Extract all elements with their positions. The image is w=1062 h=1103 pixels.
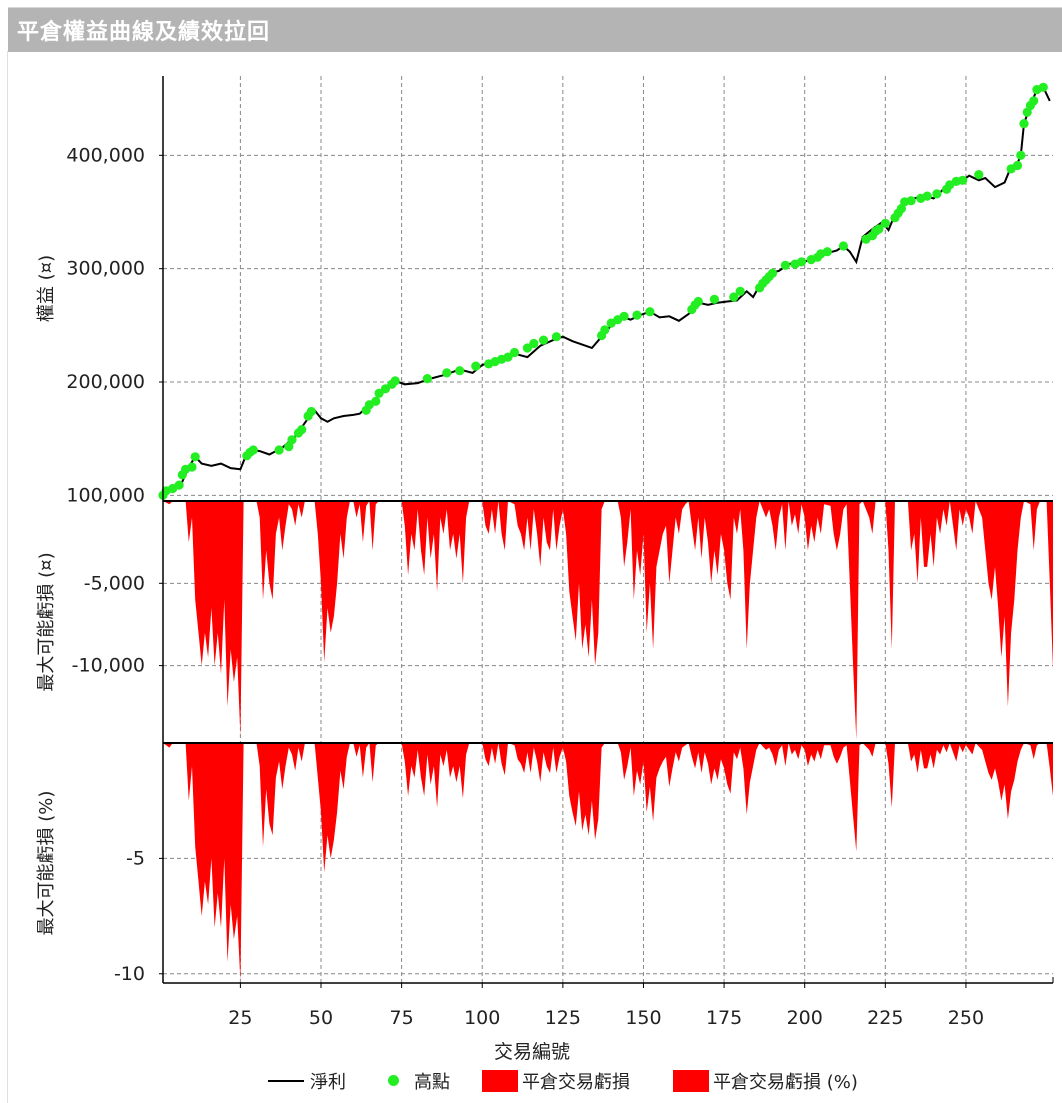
high-point (380, 384, 391, 394)
y-tick-label: 400,000 (66, 144, 145, 166)
y-tick-label: -10 (114, 963, 145, 985)
y-tick-label: 300,000 (66, 258, 145, 280)
high-point (874, 224, 884, 234)
legend-box-swatch (673, 1070, 709, 1092)
high-point (932, 189, 942, 199)
high-point (1019, 119, 1029, 129)
x-tick-label: 125 (545, 1007, 581, 1029)
high-point (632, 310, 642, 320)
high-point (471, 361, 481, 371)
high-point (735, 286, 745, 296)
legend-label: 平倉交易虧損 (%) (713, 1072, 858, 1093)
high-point (780, 260, 791, 270)
legend-label: 淨利 (310, 1072, 346, 1093)
y-tick-label: 200,000 (66, 371, 145, 393)
y-axis-title: 權益 (¤) (36, 255, 57, 322)
high-point (371, 396, 381, 406)
high-point (896, 204, 907, 214)
y-axis-title: 最大可能虧損 (%) (36, 791, 57, 936)
y-tick-label: 100,000 (66, 484, 145, 506)
high-point (796, 257, 807, 267)
high-point (187, 462, 197, 472)
y-axis-title: 最大可能虧損 (¤) (36, 552, 57, 691)
high-point (693, 296, 703, 307)
high-point (538, 335, 549, 345)
high-point (645, 307, 655, 317)
x-tick-label: 250 (948, 1007, 984, 1029)
high-point (619, 311, 629, 321)
x-tick-label: 50 (309, 1007, 333, 1029)
x-tick-label: 75 (390, 1007, 414, 1029)
high-point (297, 425, 307, 435)
high-point (551, 332, 562, 342)
high-point (922, 191, 932, 201)
legend-label: 平倉交易虧損 (522, 1072, 630, 1093)
high-point (248, 445, 258, 455)
legend-box-swatch (482, 1070, 518, 1092)
high-point (974, 170, 984, 180)
x-tick-label: 200 (787, 1007, 823, 1029)
high-point (838, 241, 849, 251)
high-point (729, 292, 739, 302)
high-point (600, 325, 610, 335)
high-point (509, 347, 520, 358)
high-point (1038, 82, 1048, 92)
high-point (287, 435, 297, 445)
high-point (1012, 160, 1023, 171)
high-point (906, 196, 916, 206)
window-titlebar: 平倉權益曲線及績效拉回 (8, 7, 1062, 52)
high-point (374, 388, 384, 398)
y-tick-label: -5,000 (84, 572, 145, 594)
high-point (422, 374, 432, 384)
high-point (529, 338, 539, 349)
high-point (522, 343, 533, 353)
high-point (880, 218, 890, 228)
high-point (822, 247, 832, 257)
frame-border (7, 51, 8, 1103)
high-point (1016, 150, 1026, 160)
drawdown-area (163, 501, 1053, 740)
drawdown-pct-area (163, 743, 1053, 981)
high-point (190, 452, 200, 462)
x-tick-label: 25 (228, 1007, 252, 1029)
high-point (306, 406, 316, 417)
high-point (455, 366, 465, 376)
x-axis-title: 交易編號 (494, 1041, 570, 1063)
x-tick-label: 225 (867, 1007, 903, 1029)
legend-line-swatch (268, 1080, 304, 1082)
y-tick-label: -5 (126, 847, 145, 869)
high-point (709, 294, 720, 304)
high-point (274, 445, 284, 455)
x-tick-label: 175 (706, 1007, 742, 1029)
high-point (174, 480, 184, 490)
window-title: 平倉權益曲線及績效拉回 (17, 20, 271, 45)
high-point (503, 352, 513, 362)
x-tick-label: 150 (625, 1007, 661, 1029)
x-tick-label: 100 (464, 1007, 500, 1029)
high-point (390, 376, 400, 386)
high-point (1029, 96, 1039, 106)
high-point (767, 268, 778, 278)
y-tick-label: -10,000 (72, 655, 145, 677)
high-point (958, 175, 968, 185)
legend-dot-swatch (388, 1075, 399, 1086)
legend-label: 高點 (414, 1072, 450, 1093)
high-point (442, 368, 452, 378)
